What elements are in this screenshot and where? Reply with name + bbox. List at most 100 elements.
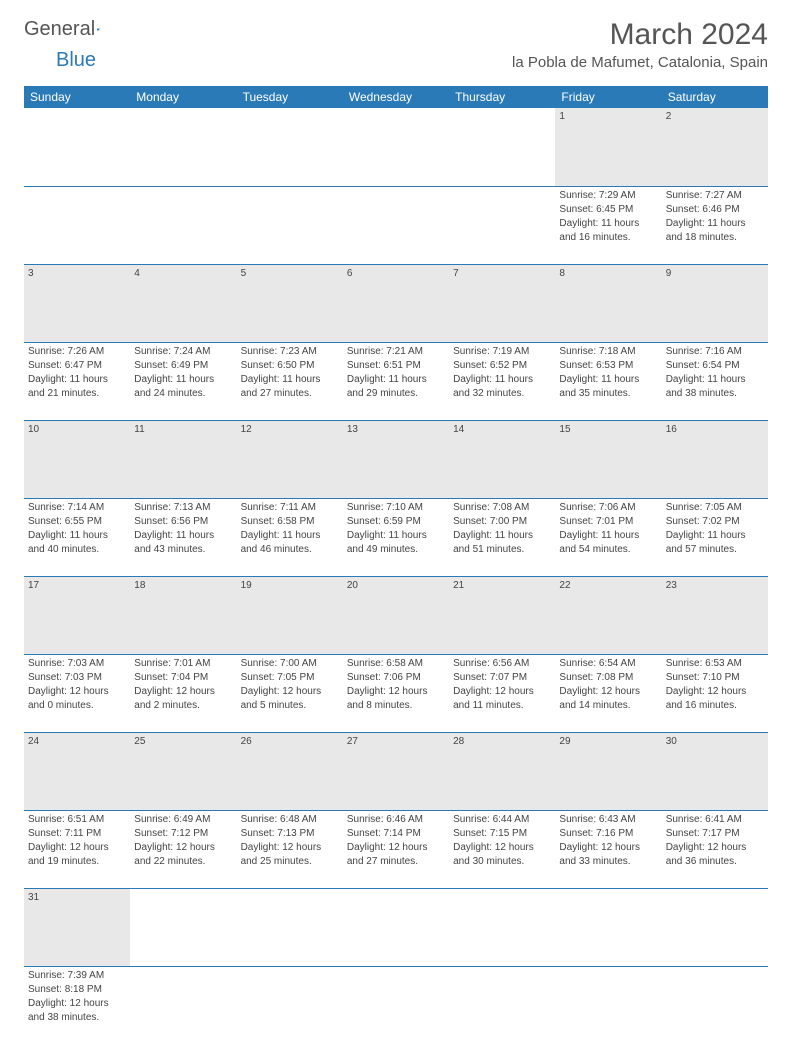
daylight1-text: Daylight: 11 hours (453, 529, 551, 542)
day-number-row: 10111213141516 (24, 420, 768, 498)
daylight1-text: Daylight: 12 hours (28, 841, 126, 854)
daylight1-text: Daylight: 12 hours (28, 685, 126, 698)
daylight2-text: and 27 minutes. (347, 855, 445, 868)
day-info-cell (237, 966, 343, 1044)
day-number-cell (130, 888, 236, 966)
location-text: la Pobla de Mafumet, Catalonia, Spain (512, 54, 768, 71)
sunset-text: Sunset: 7:13 PM (241, 827, 339, 840)
sunrise-text: Sunrise: 7:24 AM (134, 345, 232, 358)
daylight2-text: and 49 minutes. (347, 543, 445, 556)
sunset-text: Sunset: 7:07 PM (453, 671, 551, 684)
daylight1-text: Daylight: 12 hours (347, 841, 445, 854)
daylight2-text: and 18 minutes. (666, 231, 764, 244)
sunset-text: Sunset: 7:15 PM (453, 827, 551, 840)
day-info-cell: Sunrise: 6:58 AMSunset: 7:06 PMDaylight:… (343, 654, 449, 732)
sunset-text: Sunset: 7:05 PM (241, 671, 339, 684)
day-info-cell: Sunrise: 7:03 AMSunset: 7:03 PMDaylight:… (24, 654, 130, 732)
daylight1-text: Daylight: 11 hours (28, 529, 126, 542)
day-number-cell: 2 (662, 108, 768, 186)
day-info-cell: Sunrise: 6:41 AMSunset: 7:17 PMDaylight:… (662, 810, 768, 888)
sunset-text: Sunset: 7:16 PM (559, 827, 657, 840)
day-info-cell: Sunrise: 7:05 AMSunset: 7:02 PMDaylight:… (662, 498, 768, 576)
day-info-row: Sunrise: 7:14 AMSunset: 6:55 PMDaylight:… (24, 498, 768, 576)
daylight1-text: Daylight: 12 hours (134, 841, 232, 854)
sunrise-text: Sunrise: 6:54 AM (559, 657, 657, 670)
day-info-cell: Sunrise: 6:54 AMSunset: 7:08 PMDaylight:… (555, 654, 661, 732)
sunset-text: Sunset: 7:14 PM (347, 827, 445, 840)
daylight2-text: and 38 minutes. (666, 387, 764, 400)
day-number-cell: 13 (343, 420, 449, 498)
daylight1-text: Daylight: 11 hours (559, 529, 657, 542)
day-info-cell (449, 186, 555, 264)
daylight2-text: and 22 minutes. (134, 855, 232, 868)
day-number-cell: 3 (24, 264, 130, 342)
day-info-cell: Sunrise: 6:53 AMSunset: 7:10 PMDaylight:… (662, 654, 768, 732)
daylight2-text: and 46 minutes. (241, 543, 339, 556)
day-number-cell: 24 (24, 732, 130, 810)
month-title: March 2024 (512, 18, 768, 52)
sunrise-text: Sunrise: 6:58 AM (347, 657, 445, 670)
sunrise-text: Sunrise: 7:10 AM (347, 501, 445, 514)
day-info-cell: Sunrise: 7:24 AMSunset: 6:49 PMDaylight:… (130, 342, 236, 420)
daylight1-text: Daylight: 12 hours (666, 841, 764, 854)
day-header: Wednesday (343, 86, 449, 108)
daylight2-text: and 11 minutes. (453, 699, 551, 712)
sunrise-text: Sunrise: 7:26 AM (28, 345, 126, 358)
day-info-cell (24, 186, 130, 264)
daylight1-text: Daylight: 11 hours (241, 529, 339, 542)
day-number-row: 12 (24, 108, 768, 186)
sunset-text: Sunset: 6:59 PM (347, 515, 445, 528)
sunset-text: Sunset: 7:08 PM (559, 671, 657, 684)
sunrise-text: Sunrise: 7:11 AM (241, 501, 339, 514)
sunrise-text: Sunrise: 7:13 AM (134, 501, 232, 514)
daylight2-text: and 29 minutes. (347, 387, 445, 400)
daylight1-text: Daylight: 12 hours (559, 841, 657, 854)
daylight1-text: Daylight: 11 hours (559, 217, 657, 230)
sunset-text: Sunset: 6:55 PM (28, 515, 126, 528)
daylight2-text: and 33 minutes. (559, 855, 657, 868)
day-number-cell (343, 888, 449, 966)
sunset-text: Sunset: 6:54 PM (666, 359, 764, 372)
daylight1-text: Daylight: 11 hours (666, 529, 764, 542)
sunset-text: Sunset: 6:56 PM (134, 515, 232, 528)
day-number-row: 24252627282930 (24, 732, 768, 810)
daylight1-text: Daylight: 11 hours (347, 529, 445, 542)
daylight1-text: Daylight: 11 hours (666, 373, 764, 386)
sunrise-text: Sunrise: 6:48 AM (241, 813, 339, 826)
day-number-cell: 10 (24, 420, 130, 498)
sunrise-text: Sunrise: 7:21 AM (347, 345, 445, 358)
sunrise-text: Sunrise: 7:27 AM (666, 189, 764, 202)
day-info-cell (343, 186, 449, 264)
title-block: March 2024 la Pobla de Mafumet, Cataloni… (512, 18, 768, 71)
daylight2-text: and 57 minutes. (666, 543, 764, 556)
daylight2-text: and 24 minutes. (134, 387, 232, 400)
day-info-cell (343, 966, 449, 1044)
sunset-text: Sunset: 7:02 PM (666, 515, 764, 528)
day-number-cell: 30 (662, 732, 768, 810)
daylight1-text: Daylight: 11 hours (241, 373, 339, 386)
daylight2-text: and 14 minutes. (559, 699, 657, 712)
daylight2-text: and 25 minutes. (241, 855, 339, 868)
daylight1-text: Daylight: 12 hours (347, 685, 445, 698)
day-number-row: 31 (24, 888, 768, 966)
sunset-text: Sunset: 6:53 PM (559, 359, 657, 372)
sunrise-text: Sunrise: 7:16 AM (666, 345, 764, 358)
sunset-text: Sunset: 6:58 PM (241, 515, 339, 528)
sunset-text: Sunset: 6:52 PM (453, 359, 551, 372)
sunrise-text: Sunrise: 7:06 AM (559, 501, 657, 514)
daylight2-text: and 40 minutes. (28, 543, 126, 556)
day-info-cell: Sunrise: 6:51 AMSunset: 7:11 PMDaylight:… (24, 810, 130, 888)
day-number-cell: 8 (555, 264, 661, 342)
daylight2-text: and 38 minutes. (28, 1011, 126, 1024)
sunset-text: Sunset: 7:03 PM (28, 671, 126, 684)
sunset-text: Sunset: 8:18 PM (28, 983, 126, 996)
sunset-text: Sunset: 7:11 PM (28, 827, 126, 840)
calendar-body: 12Sunrise: 7:29 AMSunset: 6:45 PMDayligh… (24, 108, 768, 1044)
daylight1-text: Daylight: 12 hours (559, 685, 657, 698)
day-info-cell: Sunrise: 6:43 AMSunset: 7:16 PMDaylight:… (555, 810, 661, 888)
sunrise-text: Sunrise: 6:43 AM (559, 813, 657, 826)
sunset-text: Sunset: 7:10 PM (666, 671, 764, 684)
sunrise-text: Sunrise: 7:08 AM (453, 501, 551, 514)
sunrise-text: Sunrise: 7:19 AM (453, 345, 551, 358)
sunrise-text: Sunrise: 7:39 AM (28, 969, 126, 982)
